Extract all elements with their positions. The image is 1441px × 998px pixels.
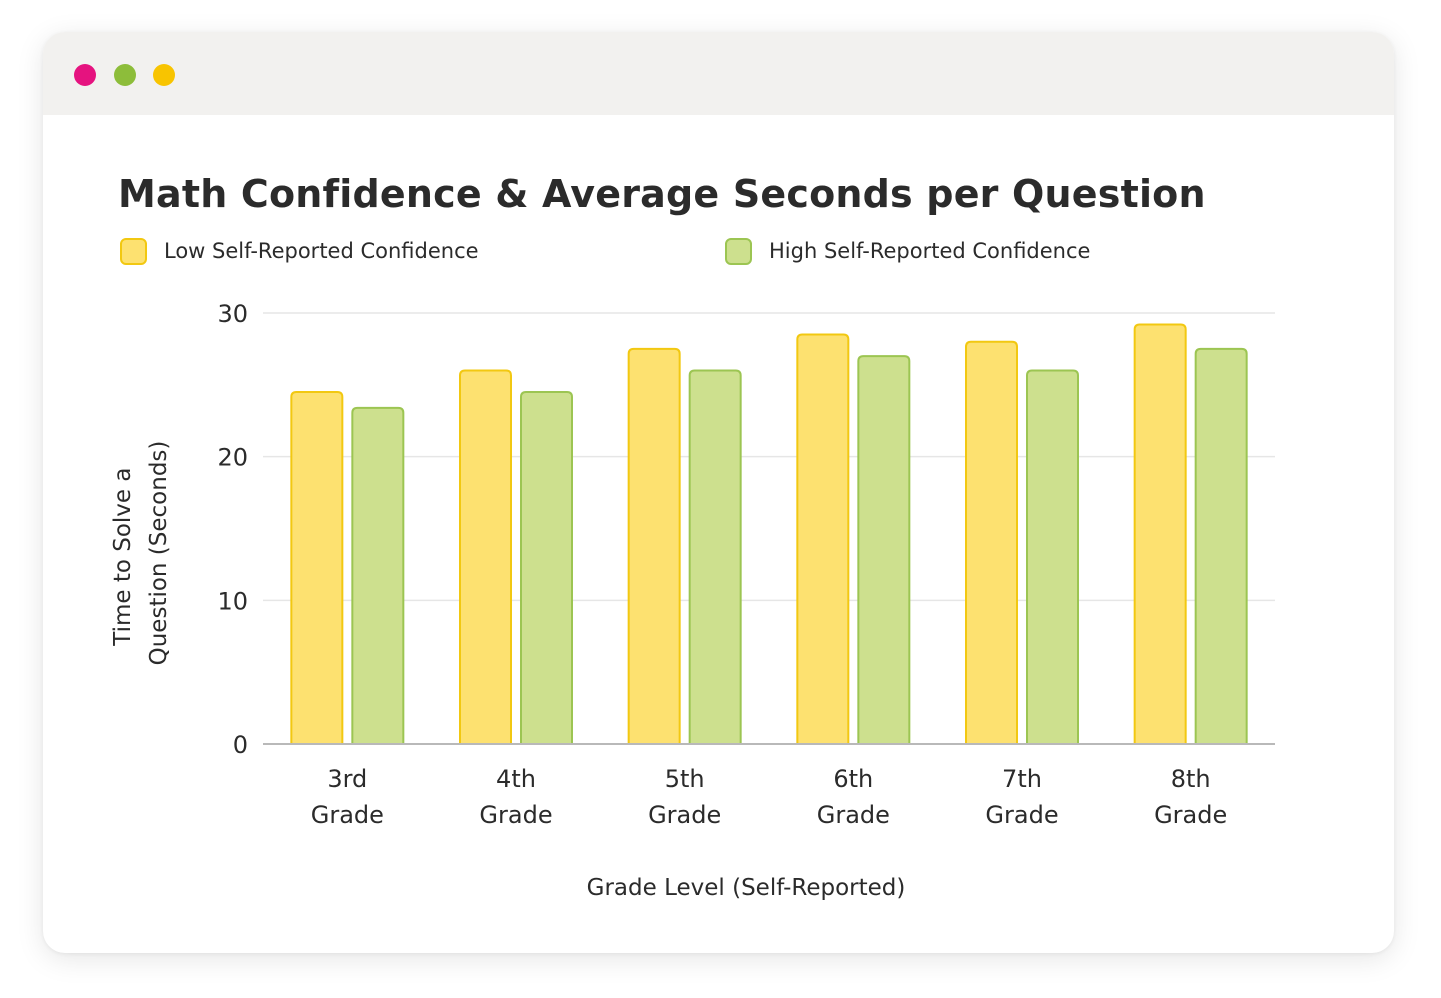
- x-tick-label-line: Grade: [985, 801, 1058, 829]
- x-tick-label-line: 7th: [1002, 765, 1042, 793]
- app-window: Math Confidence & Average Seconds per Qu…: [43, 32, 1394, 953]
- x-tick-label: 8th Grade: [1154, 765, 1227, 829]
- bar-chart: 0 10 20 30 3rd Grade 4th Grade 5th Grade 6th Grade…: [110, 300, 1275, 901]
- x-tick-label-line: Grade: [311, 801, 384, 829]
- x-tick-label-line: Grade: [479, 801, 552, 829]
- y-axis-ticks: 0 10 20 30: [217, 300, 248, 759]
- legend-swatch-low-confidence: [120, 237, 147, 265]
- bar-low-confidence: [1133, 323, 1187, 745]
- y-axis-title-line-2: Question (Seconds): [146, 441, 172, 666]
- x-axis-ticks: 3rd Grade 4th Grade 5th Grade 6th Grade 7th Grade…: [311, 765, 1228, 829]
- bar-high-confidence: [857, 355, 911, 745]
- x-tick-label: 6th Grade: [817, 765, 890, 829]
- x-axis-title: Grade Level (Self-Reported): [587, 875, 906, 901]
- bar-high-confidence: [1026, 369, 1079, 745]
- x-tick-label-line: Grade: [1154, 801, 1227, 829]
- x-tick-label-line: Grade: [817, 801, 890, 829]
- y-tick-label: 0: [233, 731, 248, 759]
- bars: [290, 323, 1248, 745]
- legend-label-low-confidence: Low Self-Reported Confidence: [164, 239, 479, 263]
- y-tick-label: 10: [217, 587, 248, 615]
- window-titlebar: [43, 32, 1394, 115]
- bar-high-confidence: [688, 369, 742, 745]
- legend-swatch-high-confidence: [725, 237, 752, 265]
- maximize-window-button[interactable]: [153, 64, 175, 86]
- minimize-window-button[interactable]: [114, 64, 136, 86]
- legend-item-low-confidence: Low Self-Reported Confidence: [120, 236, 479, 266]
- x-tick-label-line: 6th: [833, 765, 873, 793]
- chart-title: Math Confidence & Average Seconds per Qu…: [118, 172, 1206, 216]
- y-axis-title-line-1: Time to Solve a: [110, 468, 136, 647]
- bar-high-confidence: [520, 391, 573, 745]
- x-tick-label-line: 4th: [496, 765, 536, 793]
- bar-high-confidence: [1194, 347, 1248, 745]
- x-tick-label: 3rd Grade: [311, 765, 384, 829]
- legend-item-high-confidence: High Self-Reported Confidence: [725, 236, 1090, 266]
- x-tick-label-line: Grade: [648, 801, 721, 829]
- x-tick-label-line: 8th: [1171, 765, 1211, 793]
- bar-low-confidence: [627, 347, 681, 745]
- bar-low-confidence: [965, 340, 1018, 745]
- gridlines: [263, 312, 1275, 602]
- bar-low-confidence: [459, 369, 512, 745]
- bar-high-confidence: [351, 406, 405, 745]
- x-tick-label: 5th Grade: [648, 765, 721, 829]
- y-tick-label: 30: [217, 300, 248, 328]
- x-tick-label: 4th Grade: [479, 765, 552, 829]
- y-tick-label: 20: [217, 444, 248, 472]
- y-axis-title: Time to Solve a Question (Seconds): [110, 441, 172, 666]
- bar-low-confidence: [290, 391, 344, 745]
- bar-low-confidence: [796, 333, 850, 745]
- x-tick-label-line: 3rd: [327, 765, 367, 793]
- close-window-button[interactable]: [74, 64, 96, 86]
- x-tick-label: 7th Grade: [985, 765, 1058, 829]
- legend-label-high-confidence: High Self-Reported Confidence: [769, 239, 1091, 263]
- x-tick-label-line: 5th: [665, 765, 705, 793]
